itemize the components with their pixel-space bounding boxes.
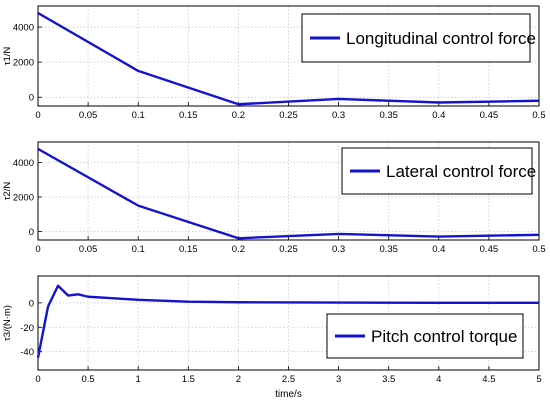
x-tick-label: 0.25 bbox=[279, 110, 298, 121]
x-tick-label: 0.1 bbox=[132, 110, 145, 121]
y-axis-label: τ3/(N·m) bbox=[2, 305, 13, 341]
x-tick-label: 4.5 bbox=[482, 374, 495, 385]
x-tick-label: 2.5 bbox=[282, 374, 295, 385]
x-tick-label: 0.3 bbox=[332, 110, 345, 121]
y-tick-label: 0 bbox=[29, 298, 34, 309]
axes-frame bbox=[37, 5, 540, 107]
axes-frame bbox=[37, 275, 540, 371]
x-tick-label: 4 bbox=[436, 374, 441, 385]
x-tick-label: 0 bbox=[35, 244, 40, 255]
x-tick-label: 0.2 bbox=[232, 244, 245, 255]
legend-label: Lateral control force bbox=[386, 162, 536, 181]
chart-panel-1: 0 0.05 0.1 0.15 0.2 0.25 0.3 0.35 0.4 0.45 0.5 0 200… bbox=[2, 5, 546, 121]
y-tick-label: 4000 bbox=[13, 158, 34, 169]
y-axis-label: τ2/N bbox=[2, 182, 13, 201]
x-tick-label: 0.35 bbox=[379, 110, 398, 121]
x-tick-label: 0.15 bbox=[179, 244, 198, 255]
x-axis-label: time/s bbox=[275, 389, 302, 400]
x-tick-label: 0.15 bbox=[179, 110, 198, 121]
x-tick-label: 0.05 bbox=[79, 244, 98, 255]
legend-label: Longitudinal control force bbox=[346, 29, 536, 48]
series-line bbox=[36, 284, 539, 359]
x-tick-label: 1 bbox=[136, 374, 141, 385]
y-tick-label: -40 bbox=[20, 347, 34, 358]
y-axis-label: τ1/N bbox=[2, 47, 13, 66]
y-tick-label: 0 bbox=[29, 227, 34, 238]
x-tick-label: 1.5 bbox=[182, 374, 195, 385]
x-tick-label: 0.45 bbox=[480, 110, 499, 121]
x-tick-label: 0 bbox=[35, 374, 40, 385]
axes-frame bbox=[37, 141, 540, 241]
y-tick-label: -20 bbox=[20, 323, 34, 334]
series-line bbox=[37, 147, 540, 240]
x-tick-label: 2 bbox=[236, 374, 241, 385]
x-tick-label: 0 bbox=[35, 110, 40, 121]
y-tick-label: 4000 bbox=[13, 23, 34, 34]
x-tick-label: 0.1 bbox=[132, 244, 145, 255]
x-tick-label: 5 bbox=[536, 374, 541, 385]
x-tick-label: 0.35 bbox=[379, 244, 398, 255]
x-tick-label: 0.45 bbox=[480, 244, 499, 255]
x-tick-label: 0.4 bbox=[432, 110, 445, 121]
chart-panel-3: 0 0.5 1 1.5 2 2.5 3 3.5 4 4.5 5 -40 -20 0 τ3/(N·m) time… bbox=[2, 275, 542, 400]
x-tick-label: 0.25 bbox=[279, 244, 298, 255]
y-tick-label: 0 bbox=[29, 93, 34, 104]
x-tick-label: 0.5 bbox=[532, 110, 545, 121]
y-tick-label: 2000 bbox=[13, 193, 34, 204]
x-tick-label: 3.5 bbox=[382, 374, 395, 385]
chart-panel-2: 0 0.05 0.1 0.15 0.2 0.25 0.3 0.35 0.4 0.45 0.5 0 200… bbox=[2, 141, 546, 255]
series-line bbox=[37, 11, 540, 106]
x-tick-label: 3 bbox=[336, 374, 341, 385]
x-tick-label: 0.5 bbox=[532, 244, 545, 255]
legend-label: Pitch control torque bbox=[371, 327, 517, 346]
x-tick-label: 0.3 bbox=[332, 244, 345, 255]
x-tick-label: 0.05 bbox=[79, 110, 98, 121]
x-tick-label: 0.2 bbox=[232, 110, 245, 121]
x-tick-label: 0.4 bbox=[432, 244, 445, 255]
x-tick-label: 0.5 bbox=[81, 374, 94, 385]
y-tick-label: 2000 bbox=[13, 58, 34, 69]
